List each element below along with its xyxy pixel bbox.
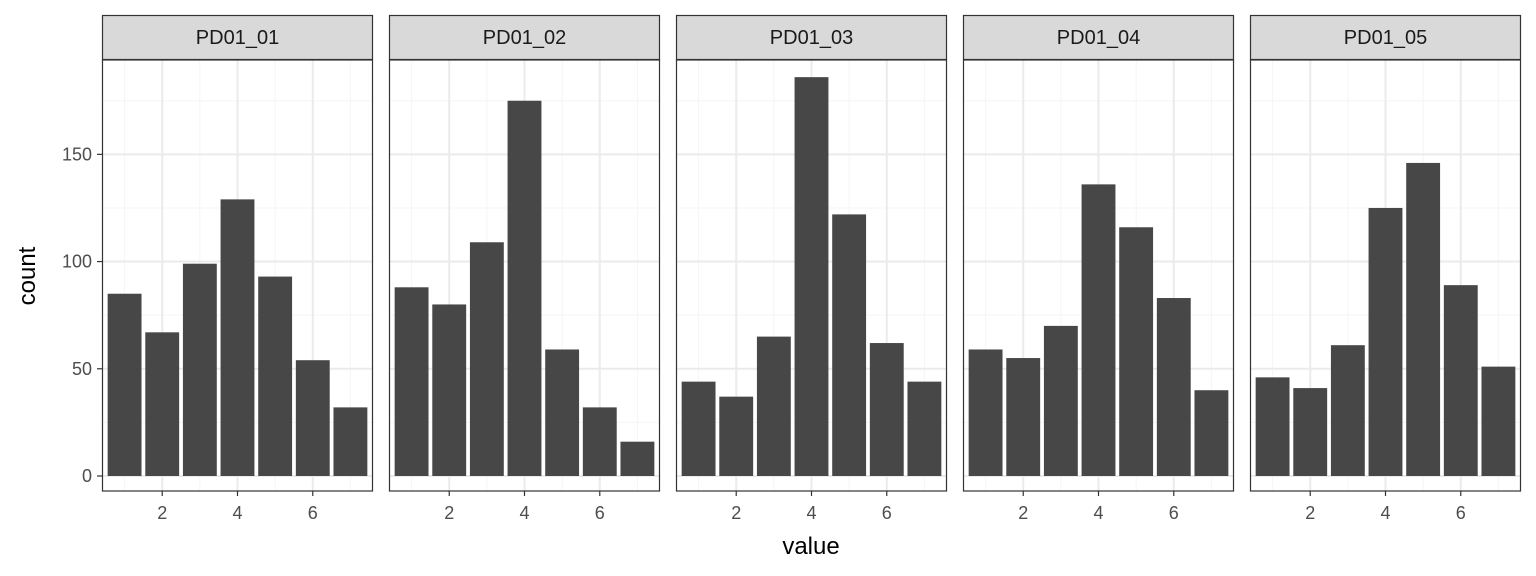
bar: [507, 100, 542, 476]
x-tick-label: 6: [308, 503, 318, 523]
bar: [1481, 366, 1516, 476]
x-tick-label: 2: [444, 503, 454, 523]
facet-strip-label: PD01_01: [196, 27, 279, 49]
bar: [1043, 325, 1078, 476]
bar: [907, 381, 942, 476]
x-axis-title: value: [782, 533, 839, 560]
bar: [832, 214, 867, 476]
bar: [1255, 377, 1290, 476]
bar: [182, 263, 217, 476]
bar: [681, 381, 716, 476]
facet-strip: [388, 14, 661, 61]
bar: [258, 276, 293, 476]
bar: [869, 343, 904, 476]
bar: [432, 304, 467, 476]
x-tick-label: 6: [1456, 503, 1466, 523]
x-tick-label: 2: [157, 503, 167, 523]
bar: [756, 336, 791, 476]
bar: [1194, 390, 1229, 476]
x-tick-label: 4: [806, 503, 816, 523]
bar: [333, 407, 368, 476]
y-axis-title: count: [14, 246, 41, 305]
x-tick-label: 2: [1018, 503, 1028, 523]
x-tick-label: 2: [731, 503, 741, 523]
x-tick-label: 4: [519, 503, 529, 523]
bar: [1406, 162, 1441, 476]
y-axis: 0 50 100 150: [62, 144, 102, 486]
bar: [545, 349, 580, 476]
bar: [1330, 345, 1365, 476]
bar: [1368, 207, 1403, 476]
facet-strip: [1249, 14, 1522, 61]
facet-panel: PD01_01 2 4 6: [101, 14, 374, 523]
bar: [719, 396, 754, 476]
bar: [968, 349, 1003, 476]
bar: [582, 407, 617, 476]
facet-panel: PD01_04 2 4 6: [962, 14, 1235, 523]
x-tick-label: 6: [882, 503, 892, 523]
bar: [1293, 388, 1328, 476]
facet-strip: [675, 14, 948, 61]
bar: [620, 441, 655, 476]
y-tick-label: 50: [72, 359, 92, 379]
bar: [145, 332, 180, 476]
x-tick-label: 4: [1380, 503, 1390, 523]
facet-strip-label: PD01_04: [1057, 27, 1140, 49]
bar: [394, 287, 429, 476]
x-tick-label: 6: [595, 503, 605, 523]
x-tick-label: 4: [1093, 503, 1103, 523]
bar: [794, 77, 829, 476]
bar: [469, 242, 504, 476]
facet-strip-label: PD01_05: [1344, 27, 1427, 49]
x-tick-label: 6: [1169, 503, 1179, 523]
bar: [295, 360, 330, 476]
bar: [107, 293, 142, 476]
facet-strip: [962, 14, 1235, 61]
x-tick-label: 2: [1305, 503, 1315, 523]
facet-panel: PD01_03 2 4 6: [675, 14, 948, 523]
y-tick-label: 100: [62, 252, 92, 272]
bar: [1006, 358, 1041, 476]
facet-strip: [101, 14, 374, 61]
facet-strip-label: PD01_02: [483, 27, 566, 49]
facet-panel: PD01_02 2 4 6: [388, 14, 661, 523]
y-tick-label: 0: [82, 466, 92, 486]
bar: [1081, 184, 1116, 476]
y-tick-label: 150: [62, 144, 92, 164]
bar: [220, 199, 255, 476]
x-tick-label: 4: [232, 503, 242, 523]
facet-strip-label: PD01_03: [770, 27, 853, 49]
facet-panels: PD01_01 2 4 6 PD01_02 2 4 6 PD01_03 2 4 6 PD01_04 2 4 6…: [101, 14, 1522, 523]
bar: [1443, 285, 1478, 476]
bar: [1156, 298, 1191, 476]
facet-panel: PD01_05 2 4 6: [1249, 14, 1522, 523]
bar: [1119, 227, 1154, 476]
